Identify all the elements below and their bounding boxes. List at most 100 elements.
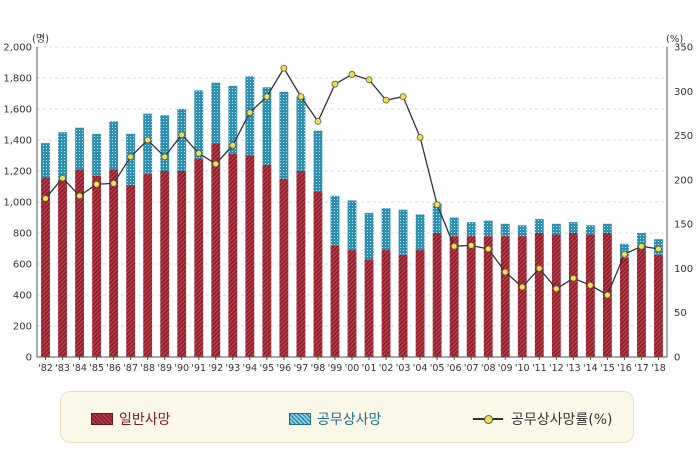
bar-general-death [500,236,510,357]
rate-point [621,250,628,258]
legend-label-work-death-rate: 공무상사망률(%) [511,412,613,428]
bar-work-death [415,214,425,251]
x-axis-tick-label: '90 [174,363,189,374]
x-axis-tick-label: '10 [515,363,530,374]
x-axis-tick-label: '11 [532,363,547,374]
legend-item-work-death-rate: 공무상사망률(%) [473,409,613,429]
x-axis-tick-label: '09 [498,363,513,374]
bar-general-death [245,155,255,357]
x-axis-tick-label: '97 [294,363,309,374]
left-axis-unit: (명) [32,33,49,45]
bar-general-death [330,245,340,357]
left-axis-tick-label: 400 [13,291,32,302]
bar-work-death [517,225,527,237]
rate-point [365,76,373,84]
right-axis-tick-label: 350 [674,43,693,54]
bar-general-death [551,234,561,357]
rate-point [467,241,475,249]
bar-work-death [194,90,204,159]
left-axis-tick-label: 200 [13,322,32,333]
rate-point [331,80,339,88]
left-axis-tick-label: 1,000 [3,198,32,209]
rate-point [59,174,66,182]
legend-swatch-general-death [91,413,113,425]
rate-point [263,93,271,100]
right-axis-tick-label: 0 [674,353,680,364]
bar-work-death [330,195,340,246]
rate-point [76,192,83,200]
rate-point [314,118,322,125]
rate-point [212,160,220,168]
left-axis-tick-label: 0 [26,353,32,364]
rate-point [246,109,254,116]
bar-general-death [279,178,289,357]
bar-work-death [75,127,84,170]
bar-general-death [534,233,544,357]
bar-work-death [432,203,442,233]
rate-point [280,64,288,72]
bar-general-death [585,234,595,357]
bar-work-death [534,219,544,233]
bar-general-death [41,177,50,357]
bar-work-death [602,223,612,233]
rate-point [144,136,152,144]
rate-point [93,180,100,188]
x-axis-tick-label: '13 [566,363,581,374]
x-axis-tick-label: '96 [277,363,292,374]
bar-general-death [92,175,102,357]
rate-point [552,285,560,293]
bar-general-death [296,171,306,357]
rate-point [535,265,543,272]
bar-work-death [41,143,50,178]
bar-work-death [296,96,306,171]
bar-work-death [245,76,255,156]
legend-line-marker-icon [473,414,503,424]
bar-general-death [262,164,272,357]
x-axis-tick-label: '86 [106,363,121,374]
rate-point [604,291,611,299]
bar-general-death [143,174,153,357]
bar-general-death [620,257,629,357]
bar-general-death [228,153,238,357]
right-axis-tick-label: 250 [674,131,693,142]
right-axis-tick-label: 300 [674,87,693,98]
bar-work-death [177,109,187,171]
bar-work-death [347,200,357,251]
left-axis-tick-label: 1,200 [3,167,32,178]
rate-point [586,281,594,289]
legend-item-work-death: 공무상사망 [289,409,381,429]
bar-general-death [58,180,67,357]
bar-work-death [143,113,153,175]
bar-work-death [109,121,119,170]
x-axis-tick-label: '18 [651,363,666,374]
x-axis-tick-label: '02 [379,363,394,374]
x-axis-tick-label: '85 [89,363,104,374]
x-axis-tick-label: '89 [157,363,172,374]
left-axis-tick-label: 1,800 [3,74,32,85]
rate-point [450,242,458,250]
bar-work-death [568,222,578,233]
bar-work-death [500,223,510,237]
x-axis-tick-label: '82 [38,363,53,374]
bar-work-death [449,217,459,237]
bar-work-death [483,220,493,237]
bar-general-death [517,236,527,357]
rate-point [127,153,135,161]
bar-general-death [160,171,170,357]
x-axis-tick-label: '03 [396,363,411,374]
bar-general-death [637,248,646,357]
x-axis-tick-label: '01 [362,363,377,374]
bar-work-death [58,132,67,181]
rate-point [484,245,492,253]
bar-general-death [654,254,663,357]
x-axis-tick-label: '92 [208,363,223,374]
x-axis-tick-label: '83 [55,363,70,374]
rate-point [518,283,526,291]
legend-swatch-work-death [289,413,311,425]
bar-work-death [92,133,102,176]
bar-general-death [364,259,374,357]
bar-work-death [313,130,323,192]
rate-point [382,96,390,104]
bar-general-death [126,184,136,357]
